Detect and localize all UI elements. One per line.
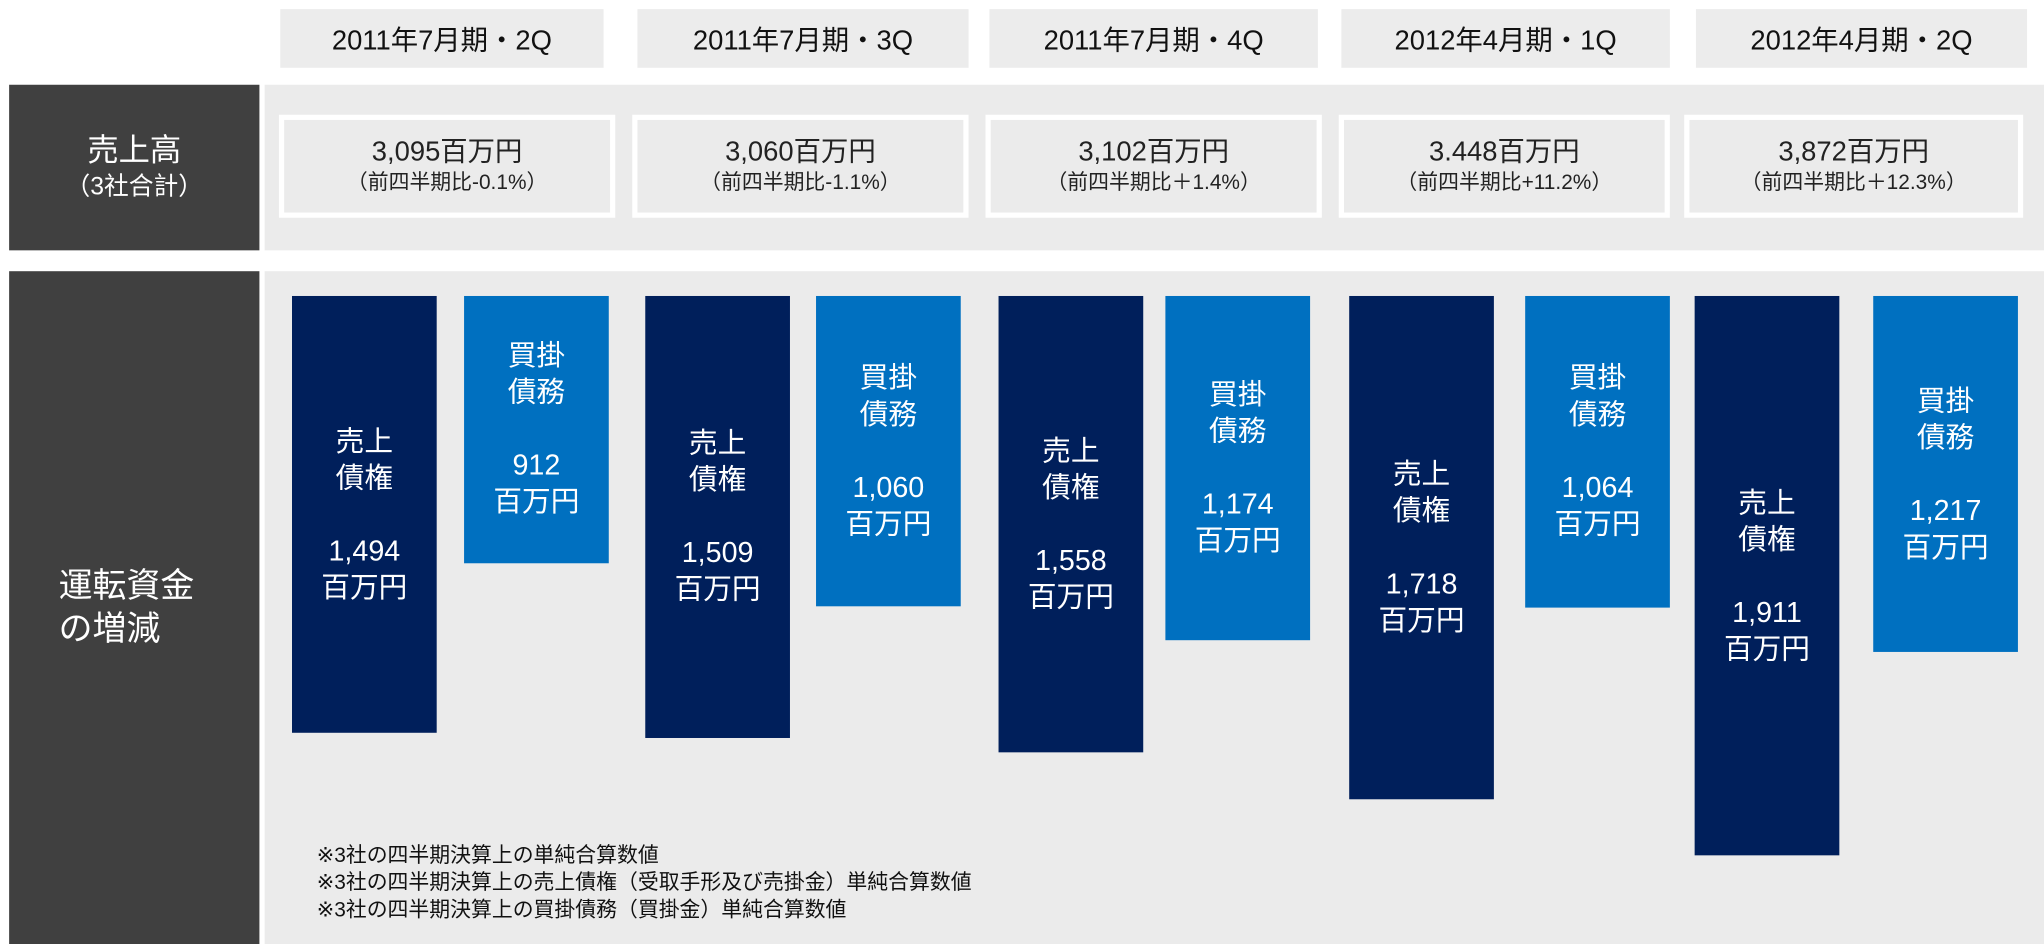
data-label: 1,174: [1201, 487, 1274, 520]
sales-value: 3.448百万円: [1428, 136, 1580, 167]
row-label: 売上高: [87, 132, 182, 168]
bar: 買掛債務 912 百万円: [464, 295, 609, 563]
wc-row-label: 運転資金の増減: [9, 271, 260, 944]
note: ※3社の四半期決算上の単純合算数値: [316, 844, 659, 868]
data-label: 1,509: [681, 536, 754, 569]
unit-label: 百万円: [493, 485, 580, 519]
data-label: 1,558: [1034, 543, 1107, 577]
series-name: 買掛債務: [1568, 361, 1627, 431]
bar: 買掛債務 1,217 百万円: [1873, 295, 2018, 653]
data-label: 1,718: [1385, 566, 1458, 600]
period-header: 2012年4月期・1Q: [1341, 9, 1670, 68]
sales-value: 3,060百万円: [725, 136, 876, 167]
bar: 買掛債務 1,060 百万円: [816, 295, 961, 607]
sales-box: 3,872百万円 （前四半期比＋12.3%）: [1684, 114, 2024, 218]
data-label: 1,217: [1909, 493, 1982, 527]
sales-change: （前四半期比＋12.3%）: [1740, 171, 1967, 194]
series-name: 買掛債務: [1209, 377, 1267, 447]
sales-box: 3,102百万円 （前四半期比＋1.4%）: [985, 114, 1322, 218]
row-label: 運転資金の増減: [58, 565, 195, 649]
sales-change: （前四半期比＋1.4%）: [1046, 171, 1261, 194]
sales-panel: [264, 84, 2044, 251]
note: ※3社の四半期決算上の売上債権（受取手形及び売掛金）単純合算数値: [316, 872, 972, 895]
series-name: 買掛債務: [859, 361, 918, 431]
unit-label: 百万円: [1378, 603, 1465, 637]
bar: 売上債権 1,509 百万円: [645, 295, 790, 738]
sales-value: 3,872百万円: [1778, 136, 1929, 167]
bar: 買掛債務 1,174 百万円: [1165, 295, 1311, 640]
sales-row-label: 売上高 （3社合計）: [9, 84, 260, 251]
period-header: 2012年4月期・2Q: [1695, 9, 2028, 68]
series-name: 売上債権: [1392, 457, 1451, 527]
notes: ※3社の四半期決算上の単純合算数値 ※3社の四半期決算上の売上債権（受取手形及び売…: [317, 842, 972, 924]
data-label: 1,911: [1732, 595, 1802, 628]
unit-label: 百万円: [1902, 530, 1989, 563]
unit-label: 百万円: [1194, 523, 1281, 557]
unit-label: 百万円: [1554, 507, 1641, 541]
bar: 売上債権 1,558 百万円: [998, 295, 1144, 753]
data-label: 912: [512, 448, 561, 482]
row-sublabel: （3社合計）: [65, 172, 204, 201]
sales-change: （前四半期比-1.1%）: [700, 171, 901, 194]
sales-value: 3,095百万円: [371, 136, 523, 167]
sales-box: 3,095百万円 （前四半期比-0.1%）: [278, 114, 616, 218]
note: ※3社の四半期決算上の買掛債務（買掛金）単純合算数値: [316, 899, 847, 922]
period-header: 2011年7月期・4Q: [989, 9, 1318, 68]
unit-label: 百万円: [674, 572, 761, 606]
sales-change: （前四半期比-0.1%）: [346, 171, 548, 194]
data-label: 1,064: [1561, 471, 1634, 504]
unit-label: 百万円: [1723, 631, 1811, 665]
series-name: 売上債権: [1042, 434, 1100, 504]
sales-box: 3,060百万円 （前四半期比-1.1%）: [632, 114, 969, 218]
bar: 売上債権 1,911 百万円: [1694, 295, 1840, 856]
series-name: 買掛債務: [507, 339, 566, 409]
series-name: 売上債権: [335, 424, 394, 494]
data-label: 1,060: [852, 470, 925, 504]
period-header: 2011年7月期・2Q: [280, 9, 604, 68]
bar: 買掛債務 1,064 百万円: [1525, 295, 1670, 608]
series-name: 売上債権: [1738, 485, 1796, 555]
series-name: 売上債権: [688, 426, 747, 496]
sales-value: 3,102百万円: [1078, 136, 1229, 167]
unit-label: 百万円: [1027, 580, 1114, 613]
unit-label: 百万円: [321, 570, 408, 604]
data-label: 1,494: [328, 534, 401, 567]
sales-box: 3.448百万円 （前四半期比+11.2%）: [1338, 114, 1670, 218]
unit-label: 百万円: [845, 507, 932, 540]
series-name: 買掛債務: [1916, 384, 1975, 454]
bar: 売上債権 1,494 百万円: [291, 295, 437, 734]
period-header: 2011年7月期・3Q: [637, 9, 969, 68]
bar: 売上債権 1,718 百万円: [1349, 295, 1494, 799]
sales-change: （前四半期比+11.2%）: [1396, 171, 1613, 194]
